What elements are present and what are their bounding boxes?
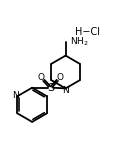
Text: N: N bbox=[12, 91, 19, 100]
Text: N: N bbox=[62, 86, 69, 95]
Text: O: O bbox=[57, 73, 64, 82]
Text: NH$_2$: NH$_2$ bbox=[70, 35, 89, 48]
Text: S: S bbox=[47, 83, 54, 93]
Text: H−Cl: H−Cl bbox=[75, 27, 100, 37]
Text: O: O bbox=[38, 73, 44, 82]
